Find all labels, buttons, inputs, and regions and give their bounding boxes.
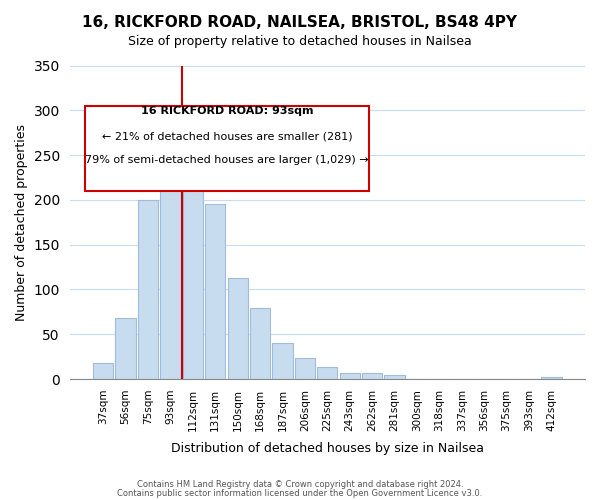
FancyBboxPatch shape — [85, 106, 368, 191]
Bar — [340, 373, 360, 379]
Bar — [295, 358, 315, 379]
Text: 16 RICKFORD ROAD: 93sqm: 16 RICKFORD ROAD: 93sqm — [140, 106, 313, 116]
Bar — [362, 373, 382, 379]
Y-axis label: Number of detached properties: Number of detached properties — [15, 124, 28, 321]
Text: Size of property relative to detached houses in Nailsea: Size of property relative to detached ho… — [128, 35, 472, 48]
Text: Contains public sector information licensed under the Open Government Licence v3: Contains public sector information licen… — [118, 488, 482, 498]
Bar — [205, 204, 226, 379]
Bar — [93, 363, 113, 379]
Bar — [385, 376, 404, 379]
Text: 79% of semi-detached houses are larger (1,029) →: 79% of semi-detached houses are larger (… — [85, 154, 368, 164]
Bar — [183, 130, 203, 379]
Bar — [115, 318, 136, 379]
Text: Contains HM Land Registry data © Crown copyright and database right 2024.: Contains HM Land Registry data © Crown c… — [137, 480, 463, 489]
Bar — [227, 278, 248, 379]
Bar — [317, 366, 337, 379]
Text: ← 21% of detached houses are smaller (281): ← 21% of detached houses are smaller (28… — [101, 131, 352, 141]
Bar — [138, 200, 158, 379]
Text: 16, RICKFORD ROAD, NAILSEA, BRISTOL, BS48 4PY: 16, RICKFORD ROAD, NAILSEA, BRISTOL, BS4… — [83, 15, 517, 30]
Bar — [272, 343, 293, 379]
X-axis label: Distribution of detached houses by size in Nailsea: Distribution of detached houses by size … — [171, 442, 484, 455]
Bar — [250, 308, 270, 379]
Bar — [541, 377, 562, 379]
Bar — [160, 130, 181, 379]
